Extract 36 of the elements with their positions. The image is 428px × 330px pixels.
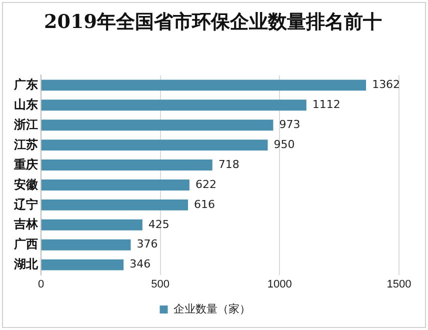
bar [42, 160, 212, 171]
x-tick-label: 500 [151, 278, 170, 290]
data-label: 425 [148, 218, 170, 231]
bar [42, 259, 124, 270]
y-tick-label: 山东 [14, 97, 38, 112]
bar [42, 120, 274, 131]
bar [42, 179, 190, 190]
data-label: 346 [130, 258, 151, 271]
data-label: 950 [274, 138, 295, 151]
bar [42, 239, 131, 250]
x-tick-label: 0 [38, 278, 44, 290]
data-label: 1362 [372, 78, 400, 92]
y-tick-label: 安徽 [14, 177, 39, 192]
y-tick-label: 重庆 [13, 157, 38, 172]
legend-label: 企业数量（家） [173, 302, 250, 316]
bar [42, 100, 306, 111]
y-tick-label: 湖北 [13, 257, 39, 272]
data-label: 973 [279, 118, 300, 131]
y-tick-label: 浙江 [13, 117, 38, 132]
bar [42, 199, 188, 210]
bar [42, 80, 366, 91]
chart-title: 2019年全国省市环保企业数量排名前十 [43, 10, 383, 35]
y-tick-label: 广西 [13, 237, 38, 252]
data-label: 718 [218, 158, 240, 171]
x-tick-label: 1000 [267, 278, 292, 290]
data-label: 1112 [312, 98, 340, 111]
x-tick-label: 1500 [386, 278, 412, 290]
data-label: 616 [194, 198, 216, 211]
bar [42, 140, 268, 151]
data-label: 376 [136, 238, 158, 251]
y-tick-label: 江苏 [13, 137, 38, 152]
data-label: 622 [195, 178, 216, 191]
y-tick-label: 广东 [13, 77, 38, 92]
bar [42, 219, 142, 230]
y-tick-label: 吉林 [13, 217, 39, 232]
y-tick-label: 辽宁 [13, 197, 38, 212]
